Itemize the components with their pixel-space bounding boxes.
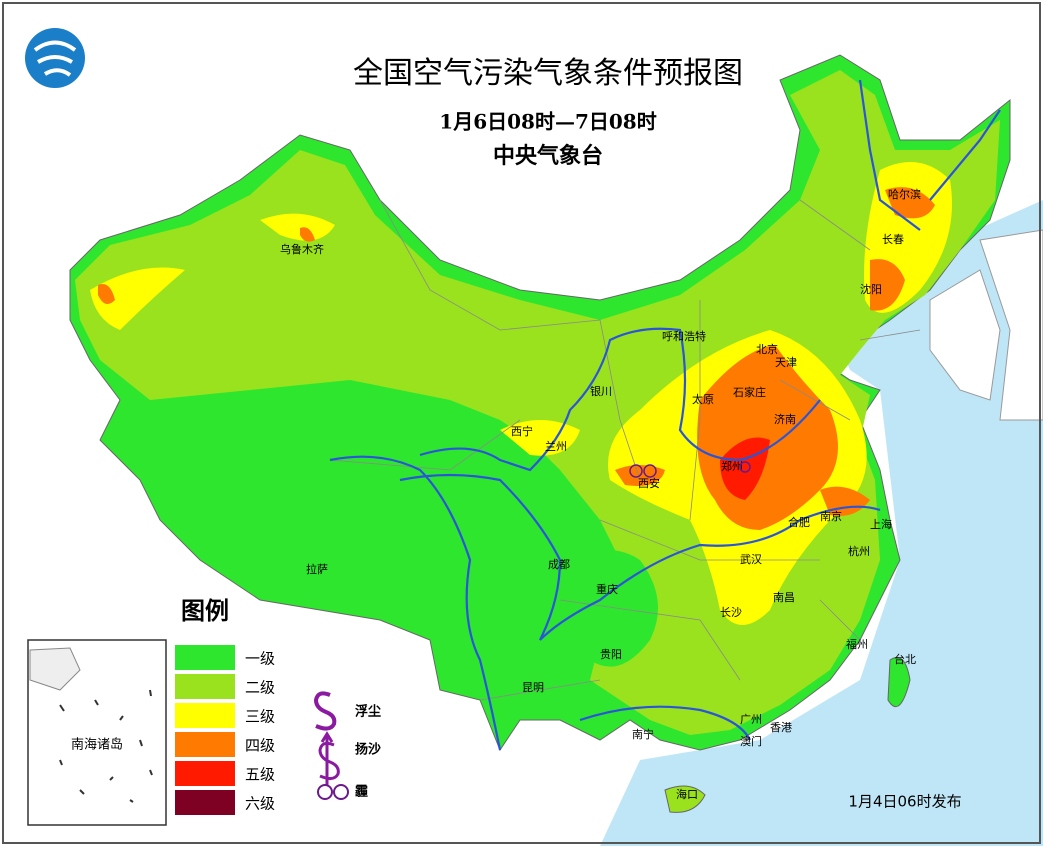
city-label: 武汉 [740, 553, 762, 566]
city-label: 石家庄 [733, 385, 766, 399]
city-label: 天津 [775, 356, 797, 369]
city-labels: 乌鲁木齐 哈尔滨 长春 沈阳 呼和浩特 北京 天津 银川 太原 石家庄 济南 西… [280, 187, 921, 801]
symbol-label: 浮尘 [355, 704, 381, 720]
city-label: 哈尔滨 [888, 187, 921, 201]
city-label: 杭州 [848, 544, 870, 558]
taiwan [887, 657, 911, 708]
city-label: 长春 [882, 233, 904, 246]
city-label: 呼和浩特 [662, 329, 706, 343]
sand-symbol [318, 731, 340, 785]
city-label: 合肥 [788, 515, 810, 529]
region-level-4 [98, 187, 935, 530]
inset-islands [59, 689, 153, 803]
issue-time: 1月4日06时发布 [848, 793, 961, 811]
legend-symbols: 浮尘 扬沙 霾 [313, 691, 381, 800]
province-borders [329, 199, 921, 701]
city-label: 拉萨 [306, 562, 328, 576]
title: 全国空气污染气象条件预报图 [353, 56, 743, 91]
city-label: 南昌 [773, 591, 795, 604]
river [329, 455, 502, 751]
legend-swatch [175, 761, 235, 786]
city-label: 澳门 [740, 734, 762, 748]
city-label: 长沙 [720, 606, 742, 619]
city-label: 北京 [756, 342, 778, 356]
japan [979, 229, 1043, 421]
inset-map: 南海诸岛 [27, 639, 167, 826]
logo [25, 28, 85, 88]
symbol-label: 扬沙 [355, 742, 381, 758]
sea [600, 200, 1043, 846]
pearl-river [579, 705, 751, 741]
dust-symbol [313, 691, 337, 731]
city-label: 兰州 [545, 440, 567, 453]
korea [929, 269, 1001, 401]
legend-swatch [175, 645, 235, 670]
city-label: 广州 [740, 713, 762, 726]
city-label: 银川 [590, 384, 612, 398]
legend-title: 图例 [181, 597, 229, 625]
city-label: 太原 [692, 393, 714, 406]
region-level-1 [567, 550, 658, 667]
city-label: 昆明 [522, 681, 544, 694]
city-label: 贵阳 [600, 648, 622, 661]
city-label: 南宁 [632, 727, 654, 741]
legend-label: 五级 [245, 766, 275, 784]
city-label: 乌鲁木齐 [280, 242, 324, 256]
haze-marks [629, 461, 751, 478]
region-level-3 [90, 213, 580, 456]
haze-symbol [317, 784, 349, 800]
city-label: 成都 [548, 558, 570, 571]
issuer: 中央气象台 [493, 143, 603, 169]
city-label: 福州 [846, 637, 868, 651]
yangtze-river [399, 473, 881, 641]
city-label: 南京 [820, 509, 842, 523]
legend-label: 四级 [245, 737, 275, 755]
legend-label: 一级 [245, 650, 275, 668]
city-label: 西安 [638, 476, 660, 490]
city-label: 郑州 [721, 459, 743, 473]
city-label: 济南 [774, 412, 796, 426]
legend-label: 六级 [245, 795, 275, 813]
legend-swatch [175, 674, 235, 699]
city-label: 西宁 [511, 424, 533, 438]
legend-label: 二级 [245, 679, 275, 697]
city-label: 重庆 [596, 582, 618, 596]
city-label: 台北 [894, 652, 916, 666]
legend-label: 三级 [245, 708, 275, 726]
city-label: 海口 [676, 787, 698, 801]
songhua-river [858, 79, 1001, 231]
legend-swatch [175, 732, 235, 757]
inset-coast [29, 647, 81, 691]
legend-swatch [175, 790, 235, 815]
legend-swatch [175, 703, 235, 728]
city-label: 上海 [870, 517, 892, 531]
city-label: 沈阳 [860, 282, 882, 296]
city-label: 香港 [770, 721, 792, 734]
hainan [664, 785, 706, 813]
symbol-label: 霾 [355, 785, 368, 800]
yellow-river [419, 327, 821, 472]
china [69, 54, 1011, 813]
period: 1月6日08时—7日08时 [439, 110, 656, 134]
inset-label: 南海诸岛 [71, 737, 123, 753]
